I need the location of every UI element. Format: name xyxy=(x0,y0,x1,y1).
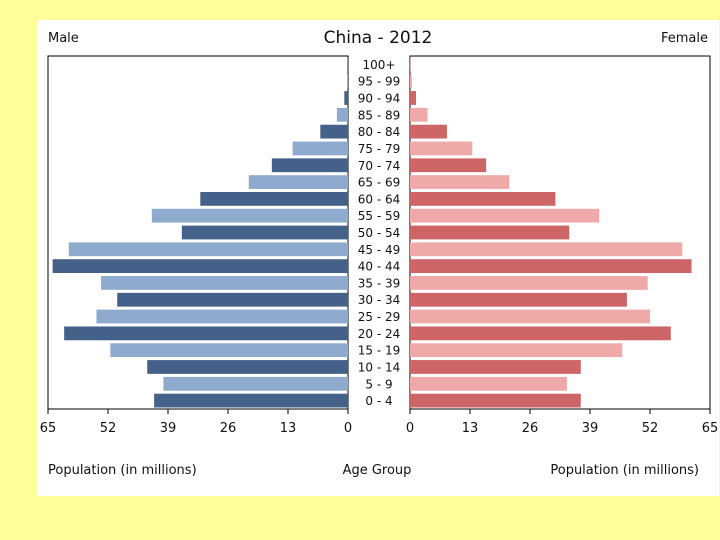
age-group-tick: 75 - 79 xyxy=(358,142,401,156)
female-bar-95-99 xyxy=(410,74,412,89)
age-group-tick: 5 - 9 xyxy=(365,377,392,391)
male-bar-65-69 xyxy=(248,175,348,189)
female-bar-30-34 xyxy=(410,292,627,307)
male-label: Male xyxy=(48,31,79,46)
age-group-tick: 30 - 34 xyxy=(358,293,401,307)
age-group-tick: 35 - 39 xyxy=(358,276,401,290)
female-bar-75-79 xyxy=(410,141,473,156)
male-x-tick-label: 13 xyxy=(280,421,297,436)
age-group-tick: 100+ xyxy=(363,58,396,72)
age-group-tick: 65 - 69 xyxy=(358,176,401,190)
female-bar-45-49 xyxy=(410,242,683,257)
female-bar-90-94 xyxy=(410,91,416,105)
male-x-tick-label: 39 xyxy=(160,421,177,436)
male-bar-90-94 xyxy=(344,91,348,105)
male-x-tick-label: 65 xyxy=(40,421,57,436)
female-bar-60-64 xyxy=(410,191,556,206)
male-bar-15-19 xyxy=(110,343,348,358)
female-bar-65-69 xyxy=(410,175,510,189)
male-bar-35-39 xyxy=(101,276,348,290)
male-bar-10-14 xyxy=(147,360,348,374)
female-bar-5-9 xyxy=(410,376,567,391)
age-group-tick: 50 - 54 xyxy=(358,226,401,240)
male-bar-0-4 xyxy=(154,393,348,408)
male-bar-20-24 xyxy=(64,326,349,341)
female-bar-35-39 xyxy=(410,276,648,290)
age-group-tick: 70 - 74 xyxy=(358,159,401,173)
age-group-tick: 45 - 49 xyxy=(358,243,401,257)
female-x-tick-label: 0 xyxy=(406,421,414,436)
male-x-tick-label: 0 xyxy=(344,421,352,436)
x-axis-label-right: Population (in millions) xyxy=(550,463,699,478)
male-bar-70-74 xyxy=(271,158,348,173)
female-x-tick-label: 65 xyxy=(702,421,719,436)
male-bar-45-49 xyxy=(68,242,348,257)
male-bar-50-54 xyxy=(181,225,348,240)
age-group-tick: 85 - 89 xyxy=(358,108,401,122)
chart-card: 0 - 4 5 - 9 10 - 14 15 - 19 20 - 24 25 - 29 30… xyxy=(37,20,719,496)
male-bar-85-89 xyxy=(336,107,348,122)
female-x-tick-label: 26 xyxy=(522,421,539,436)
chart-title: China - 2012 xyxy=(324,28,433,48)
female-bar-15-19 xyxy=(410,343,623,358)
male-x-tick-label: 52 xyxy=(100,421,117,436)
female-x-tick-label: 52 xyxy=(642,421,659,436)
age-group-tick: 15 - 19 xyxy=(358,344,401,358)
female-bar-20-24 xyxy=(410,326,671,341)
female-label: Female xyxy=(661,31,708,46)
age-group-tick: 80 - 84 xyxy=(358,125,401,139)
age-group-tick: 55 - 59 xyxy=(358,209,401,223)
male-bar-95-99 xyxy=(347,74,348,89)
female-x-tick-label: 13 xyxy=(462,421,479,436)
male-bar-25-29 xyxy=(96,309,348,324)
male-bar-80-84 xyxy=(320,124,348,139)
age-group-tick: 20 - 24 xyxy=(358,327,401,341)
female-bar-55-59 xyxy=(410,208,600,223)
age-group-tick: 90 - 94 xyxy=(358,92,401,106)
male-bar-40-44 xyxy=(52,259,348,274)
age-group-tick: 10 - 14 xyxy=(358,360,401,374)
female-bar-50-54 xyxy=(410,225,570,240)
female-bar-40-44 xyxy=(410,259,692,274)
female-bar-25-29 xyxy=(410,309,650,324)
population-pyramid-chart: 0 - 4 5 - 9 10 - 14 15 - 19 20 - 24 25 - 29 30… xyxy=(40,28,719,478)
age-group-tick: 40 - 44 xyxy=(358,260,401,274)
male-bar-60-64 xyxy=(200,191,348,206)
age-group-tick: 0 - 4 xyxy=(365,394,392,408)
female-bar-10-14 xyxy=(410,360,581,374)
x-axis-label-left: Population (in millions) xyxy=(48,463,197,478)
male-bar-75-79 xyxy=(292,141,348,156)
age-group-tick: 60 - 64 xyxy=(358,192,401,206)
age-group-label: Age Group xyxy=(343,463,412,478)
female-bar-0-4 xyxy=(410,393,581,408)
male-bar-5-9 xyxy=(163,376,348,391)
female-bar-70-74 xyxy=(410,158,487,173)
male-bar-30-34 xyxy=(117,292,348,307)
female-bar-85-89 xyxy=(410,107,428,122)
male-bar-55-59 xyxy=(151,208,348,223)
age-group-tick: 25 - 29 xyxy=(358,310,401,324)
age-group-tick: 95 - 99 xyxy=(358,75,401,89)
female-x-tick-label: 39 xyxy=(582,421,599,436)
female-bar-80-84 xyxy=(410,124,447,139)
male-x-tick-label: 26 xyxy=(220,421,237,436)
